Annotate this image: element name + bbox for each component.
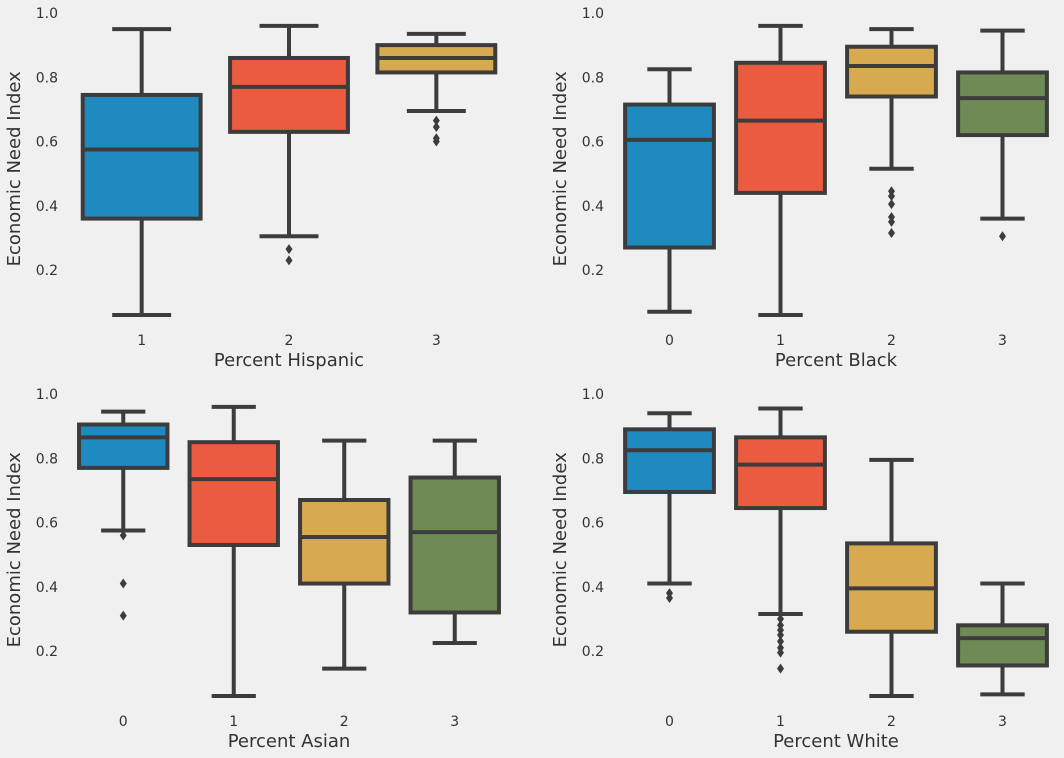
iqr-box bbox=[623, 102, 716, 250]
y-tick-label: 0.6 bbox=[582, 516, 604, 532]
box-1 bbox=[187, 404, 280, 698]
box-0 bbox=[623, 411, 716, 603]
outlier-point bbox=[777, 663, 784, 674]
chart-panel-3: 0.2 0.4 0.6 0.8 1.0 Economic Need Index Percen… bbox=[4, 387, 501, 752]
x-tick-label: 2 bbox=[887, 714, 896, 730]
x-tick-label: 1 bbox=[229, 714, 238, 730]
chart-panel-2: 0.2 0.4 0.6 0.8 1.0 Economic Need Index Percen… bbox=[550, 6, 1049, 371]
y-tick-label: 0.2 bbox=[36, 644, 58, 660]
y-tick-label: 1.0 bbox=[582, 6, 604, 22]
outlier-point bbox=[888, 191, 895, 202]
x-tick-label: 1 bbox=[776, 714, 785, 730]
chart-panel-1: 0.2 0.4 0.6 0.8 1.0 Economic Need Index Percen… bbox=[4, 6, 498, 371]
x-tick-label: 2 bbox=[887, 333, 896, 349]
x-axis-label: Percent Asian bbox=[228, 731, 351, 752]
x-axis-label: Percent Black bbox=[775, 350, 898, 371]
outlier-point bbox=[999, 231, 1006, 242]
y-tick-label: 0.2 bbox=[36, 263, 58, 279]
box-3 bbox=[408, 438, 501, 645]
box-2 bbox=[298, 438, 391, 671]
y-tick-label: 0.4 bbox=[582, 199, 604, 215]
iqr-box bbox=[228, 55, 350, 134]
y-tick-label: 0.6 bbox=[582, 135, 604, 151]
iqr-box bbox=[734, 60, 827, 195]
box-3 bbox=[375, 31, 498, 147]
box-1 bbox=[734, 406, 827, 674]
outlier-point bbox=[285, 255, 293, 266]
box-2 bbox=[845, 457, 938, 698]
chart-panel-4: 0.2 0.4 0.6 0.8 1.0 Economic Need Index Percen… bbox=[550, 387, 1049, 752]
x-tick-label: 0 bbox=[119, 714, 128, 730]
iqr-box bbox=[623, 427, 716, 494]
x-tick-label: 1 bbox=[776, 333, 785, 349]
x-tick-label: 2 bbox=[285, 333, 294, 349]
iqr-box bbox=[845, 44, 938, 99]
outlier-point bbox=[285, 244, 293, 255]
outlier-point bbox=[777, 647, 784, 658]
x-tick-label: 0 bbox=[665, 714, 674, 730]
y-tick-label: 0.8 bbox=[36, 70, 58, 86]
y-tick-label: 0.4 bbox=[36, 199, 58, 215]
x-tick-label: 0 bbox=[665, 333, 674, 349]
iqr-box bbox=[80, 92, 203, 221]
x-tick-label: 1 bbox=[137, 333, 146, 349]
box-2 bbox=[845, 27, 938, 239]
y-tick-label: 1.0 bbox=[582, 387, 604, 403]
box-0 bbox=[623, 67, 716, 314]
outlier-point bbox=[119, 578, 127, 589]
box-1 bbox=[734, 23, 827, 317]
y-axis-label: Economic Need Index bbox=[550, 71, 571, 267]
box-2 bbox=[228, 23, 350, 266]
iqr-box bbox=[956, 70, 1049, 138]
y-axis-label: Economic Need Index bbox=[4, 452, 25, 648]
x-tick-label: 2 bbox=[340, 714, 349, 730]
iqr-box bbox=[77, 422, 170, 470]
outlier-point bbox=[432, 136, 440, 147]
outlier-point bbox=[432, 115, 440, 126]
x-tick-label: 3 bbox=[450, 714, 459, 730]
y-tick-label: 0.2 bbox=[582, 263, 604, 279]
iqr-box bbox=[734, 435, 827, 511]
x-axis-label: Percent White bbox=[773, 731, 899, 752]
iqr-box bbox=[187, 440, 280, 547]
iqr-box bbox=[408, 475, 501, 615]
outlier-point bbox=[777, 636, 784, 647]
box-1 bbox=[80, 27, 203, 317]
outlier-point bbox=[666, 592, 673, 603]
y-tick-label: 1.0 bbox=[36, 387, 58, 403]
outlier-point bbox=[888, 216, 895, 227]
y-tick-label: 1.0 bbox=[36, 6, 58, 22]
outlier-point bbox=[888, 199, 895, 210]
x-tick-label: 3 bbox=[998, 714, 1007, 730]
box-3 bbox=[956, 581, 1049, 697]
y-tick-label: 0.8 bbox=[582, 70, 604, 86]
outlier-point bbox=[119, 610, 127, 621]
x-axis-label: Percent Hispanic bbox=[214, 350, 364, 371]
box-0 bbox=[77, 409, 170, 621]
outlier-point bbox=[119, 530, 127, 541]
outlier-point bbox=[432, 122, 440, 133]
y-axis-label: Economic Need Index bbox=[550, 452, 571, 648]
x-tick-label: 3 bbox=[998, 333, 1007, 349]
outlier-point bbox=[777, 629, 784, 640]
box-3 bbox=[956, 28, 1049, 242]
iqr-box bbox=[298, 498, 391, 586]
iqr-box bbox=[956, 623, 1049, 668]
y-tick-label: 0.6 bbox=[36, 135, 58, 151]
y-tick-label: 0.2 bbox=[582, 644, 604, 660]
y-tick-label: 0.8 bbox=[582, 451, 604, 467]
y-tick-label: 0.4 bbox=[36, 580, 58, 596]
outlier-point bbox=[888, 228, 895, 239]
x-tick-label: 3 bbox=[432, 333, 441, 349]
outlier-point bbox=[777, 613, 784, 624]
y-tick-label: 0.4 bbox=[582, 580, 604, 596]
y-axis-label: Economic Need Index bbox=[4, 71, 25, 267]
y-tick-label: 0.8 bbox=[36, 451, 58, 467]
y-tick-label: 0.6 bbox=[36, 516, 58, 532]
